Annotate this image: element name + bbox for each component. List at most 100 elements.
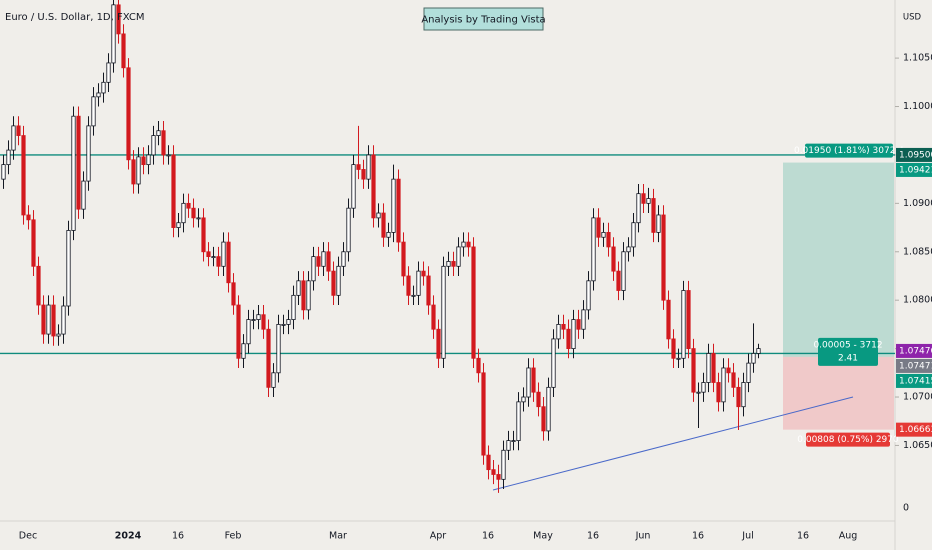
stop-label: 0.00808 (0.75%) 2970: [797, 435, 899, 445]
price-label-box: [896, 162, 932, 177]
candle-body: [51, 304, 56, 337]
candle-body: [756, 348, 761, 354]
candle-body: [381, 212, 386, 238]
candle-body: [371, 154, 376, 219]
y-tick-label: 1.10000: [903, 101, 932, 112]
candle-body: [661, 214, 666, 301]
candle-body: [551, 338, 556, 388]
candle-body: [431, 304, 436, 330]
y-tick-label: 1.08000: [903, 295, 932, 306]
candle-body: [666, 299, 671, 340]
candle-body: [326, 251, 331, 272]
candle-body: [216, 256, 221, 267]
price-label: 1.07476: [899, 346, 932, 356]
candle-body: [366, 154, 371, 180]
candle-body: [426, 275, 431, 306]
candle-body: [746, 362, 751, 383]
candle-body: [81, 180, 86, 210]
candle-body: [111, 4, 116, 64]
candle-body: [311, 256, 316, 282]
candle-body: [486, 454, 491, 471]
x-tick-label: 16: [172, 531, 184, 542]
candle-body: [181, 202, 186, 224]
candle-body: [301, 280, 306, 311]
candle-body: [741, 382, 746, 408]
candle-body: [686, 290, 691, 350]
profit-zone: [783, 162, 894, 357]
candle-body: [86, 125, 91, 182]
annotation: Analysis by Trading Vista: [421, 15, 545, 26]
candle-body: [26, 214, 31, 221]
candle-body: [481, 372, 486, 456]
candle-body: [91, 96, 96, 127]
candle-body: [256, 314, 261, 320]
candle-body: [561, 323, 566, 330]
candle-body: [751, 353, 756, 364]
candle-body: [61, 305, 66, 335]
candle-body: [171, 154, 176, 228]
candle-body: [36, 265, 41, 306]
candle-body: [506, 440, 511, 451]
candle-body: [736, 386, 741, 408]
x-tick-label: May: [533, 531, 553, 542]
candle-body: [206, 251, 211, 258]
candle-body: [586, 280, 591, 311]
candle-body: [236, 304, 241, 359]
x-tick-label: Aug: [839, 531, 858, 542]
candle-body: [161, 130, 166, 156]
candle-body: [166, 154, 171, 157]
candle-body: [386, 232, 391, 238]
chart-title: Euro / U.S. Dollar, 1D, FXCM: [5, 12, 144, 23]
candle-body: [491, 469, 496, 475]
candle-body: [336, 265, 341, 296]
candle-body: [351, 164, 356, 209]
candle-body: [531, 367, 536, 393]
candle-body: [176, 222, 181, 228]
candle-body: [601, 232, 606, 238]
candle-body: [721, 367, 726, 403]
candle-body: [286, 319, 291, 325]
candle-body: [461, 241, 466, 248]
candle-body: [76, 115, 81, 210]
candle-body: [106, 62, 111, 83]
candle-body: [221, 241, 226, 267]
candle-body: [391, 178, 396, 233]
candle-body: [546, 386, 551, 432]
candle-body: [651, 198, 656, 233]
candle-body: [556, 323, 561, 340]
candle-body: [611, 246, 616, 272]
candle-body: [641, 193, 646, 204]
candle-body: [726, 367, 731, 374]
price-label-box: [896, 147, 932, 162]
candle-body: [136, 156, 141, 185]
candle-body: [401, 241, 406, 277]
candle-body: [706, 353, 711, 383]
x-tick-label: Apr: [430, 531, 447, 542]
candle-body: [116, 4, 121, 35]
candle-body: [536, 391, 541, 408]
candle-body: [266, 328, 271, 388]
candle-body: [656, 214, 661, 233]
candle-body: [456, 246, 461, 267]
candle-body: [516, 401, 521, 441]
candle-body: [441, 265, 446, 359]
candle-body: [1, 164, 6, 180]
y-tick-label: 1.09000: [903, 198, 932, 209]
candle-body: [501, 449, 506, 480]
x-tick-label: Jul: [741, 531, 753, 542]
candle-body: [201, 217, 206, 253]
price-label-box: [896, 373, 932, 388]
candle-body: [421, 270, 426, 277]
stop-label-box: [806, 432, 890, 447]
candle-body: [466, 241, 471, 248]
x-tick-label: 16: [692, 531, 704, 542]
candle-body: [396, 178, 401, 243]
candle-body: [716, 382, 721, 403]
target-label: 0.01950 (1.81%) 3072.4: [794, 146, 904, 156]
candle-body: [631, 222, 636, 248]
corner-label: 0: [903, 503, 909, 514]
candle-body: [126, 67, 131, 161]
candle-body: [296, 280, 301, 296]
entry-label: 0.00005 - 3712: [813, 340, 882, 350]
